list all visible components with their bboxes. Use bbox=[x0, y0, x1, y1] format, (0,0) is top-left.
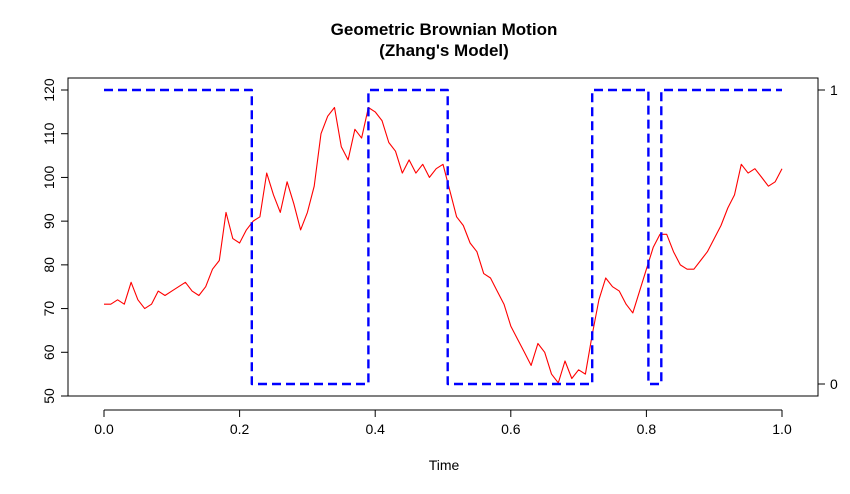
regime-indicator-line bbox=[104, 88, 782, 386]
y-axis: 50 60 70 80 90 100 110 120 bbox=[41, 78, 69, 404]
right-y-tick-label: 0 bbox=[830, 376, 838, 392]
x-axis-label: Time bbox=[429, 457, 460, 473]
x-tick-label: 0.8 bbox=[637, 421, 657, 437]
x-tick-label: 0.2 bbox=[230, 421, 250, 437]
chart-subtitle: (Zhang's Model) bbox=[379, 41, 509, 60]
y-tick-label: 80 bbox=[41, 257, 57, 273]
x-tick-label: 0.6 bbox=[501, 421, 521, 437]
price-path-line bbox=[104, 106, 783, 384]
series-layer bbox=[104, 88, 783, 386]
y-tick-label: 70 bbox=[41, 301, 57, 317]
right-y-tick-label: 1 bbox=[830, 82, 838, 98]
y-tick-label: 90 bbox=[41, 213, 57, 229]
x-axis: 0.0 0.2 0.4 0.6 0.8 1.0 bbox=[94, 409, 792, 437]
x-tick-label: 0.4 bbox=[365, 421, 385, 437]
y-tick-label: 50 bbox=[41, 388, 57, 404]
y-tick-label: 60 bbox=[41, 344, 57, 360]
chart-title: Geometric Brownian Motion bbox=[331, 20, 558, 39]
y-tick-label: 100 bbox=[41, 166, 57, 190]
plot-area-border bbox=[67, 77, 819, 397]
x-tick-label: 0.0 bbox=[94, 421, 114, 437]
x-tick-label: 1.0 bbox=[772, 421, 792, 437]
y-tick-label: 120 bbox=[41, 78, 57, 102]
right-y-axis: 01 bbox=[817, 82, 838, 392]
y-tick-label: 110 bbox=[41, 122, 57, 145]
